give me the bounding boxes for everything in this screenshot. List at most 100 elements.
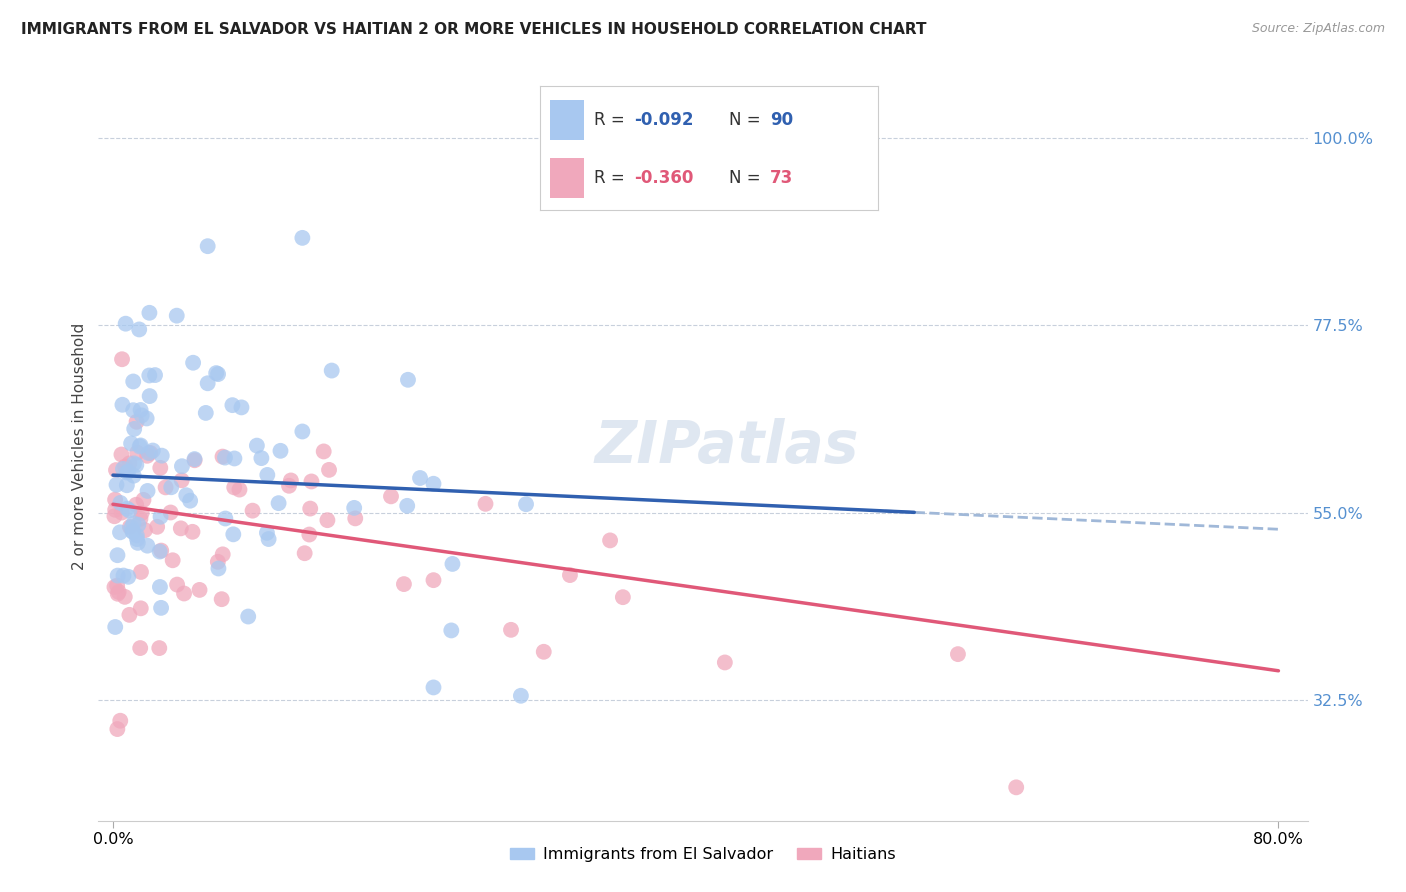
Point [224, 451, 246, 466]
Point [107, 548, 129, 562]
Point [129, 565, 152, 579]
Point [474, 497, 496, 511]
Point [197, 376, 219, 391]
Point [321, 363, 343, 377]
Point [298, 527, 321, 541]
Point [107, 568, 129, 582]
Point [316, 513, 339, 527]
Text: IMMIGRANTS FROM EL SALVADOR VS HAITIAN 2 OR MORE VEHICLES IN HOUSEHOLD CORRELATI: IMMIGRANTS FROM EL SALVADOR VS HAITIAN 2… [21, 22, 927, 37]
Point [162, 553, 184, 567]
Point [228, 483, 250, 497]
Point [181, 524, 204, 539]
Point [129, 403, 152, 417]
Point [117, 570, 139, 584]
Point [121, 520, 143, 534]
Point [256, 525, 278, 540]
Point [612, 590, 634, 604]
Point [129, 641, 152, 656]
Point [380, 489, 402, 503]
Point [107, 585, 129, 599]
Point [509, 689, 531, 703]
Point [149, 544, 172, 558]
Point [122, 456, 145, 470]
Point [131, 506, 153, 520]
Point [197, 239, 219, 253]
Point [318, 463, 340, 477]
Point [107, 587, 129, 601]
Point [112, 568, 135, 582]
Point [222, 527, 245, 541]
Point [173, 586, 195, 600]
Point [114, 459, 136, 474]
Text: ZIPatlas: ZIPatlas [595, 417, 859, 475]
Point [174, 488, 197, 502]
Point [150, 449, 173, 463]
Point [104, 502, 127, 516]
Point [132, 492, 155, 507]
Point [422, 573, 444, 587]
Point [110, 496, 132, 510]
Point [299, 501, 322, 516]
Point [231, 401, 253, 415]
Point [122, 468, 145, 483]
Point [146, 520, 169, 534]
Point [104, 620, 127, 634]
Point [211, 592, 233, 607]
Point [125, 458, 148, 472]
Point [211, 450, 233, 464]
Point [149, 580, 172, 594]
Point [238, 609, 260, 624]
Point [396, 373, 419, 387]
Point [250, 451, 273, 466]
Point [127, 517, 149, 532]
Point [280, 474, 302, 488]
Point [170, 473, 193, 487]
Point [188, 582, 211, 597]
Point [142, 443, 165, 458]
Point [122, 422, 145, 436]
Point [129, 512, 152, 526]
Point [127, 445, 149, 459]
Y-axis label: 2 or more Vehicles in Household: 2 or more Vehicles in Household [72, 322, 87, 570]
Point [246, 439, 269, 453]
Point [129, 438, 152, 452]
Point [111, 398, 134, 412]
Point [143, 368, 166, 383]
Point [115, 478, 138, 492]
Point [160, 480, 183, 494]
Point [149, 509, 172, 524]
Point [121, 524, 143, 539]
Point [194, 406, 217, 420]
Point [128, 440, 150, 454]
Point [166, 577, 188, 591]
Point [103, 509, 125, 524]
Point [946, 647, 969, 661]
Point [136, 483, 159, 498]
Point [214, 450, 236, 465]
Point [122, 375, 145, 389]
Point [207, 561, 229, 575]
Legend: Immigrants from El Salvador, Haitians: Immigrants from El Salvador, Haitians [503, 841, 903, 869]
Point [120, 436, 142, 450]
Point [214, 511, 236, 525]
Point [441, 557, 464, 571]
Point [221, 398, 243, 412]
Point [115, 501, 138, 516]
Point [155, 480, 177, 494]
Point [440, 624, 463, 638]
Point [242, 503, 264, 517]
Point [343, 500, 366, 515]
Point [166, 309, 188, 323]
Point [136, 449, 159, 463]
Point [422, 476, 444, 491]
Point [211, 547, 233, 561]
Point [181, 356, 204, 370]
Point [108, 525, 131, 540]
Point [183, 453, 205, 467]
Point [150, 543, 173, 558]
Point [392, 577, 415, 591]
Point [170, 521, 193, 535]
Point [134, 523, 156, 537]
Point [129, 601, 152, 615]
Point [1005, 780, 1028, 795]
